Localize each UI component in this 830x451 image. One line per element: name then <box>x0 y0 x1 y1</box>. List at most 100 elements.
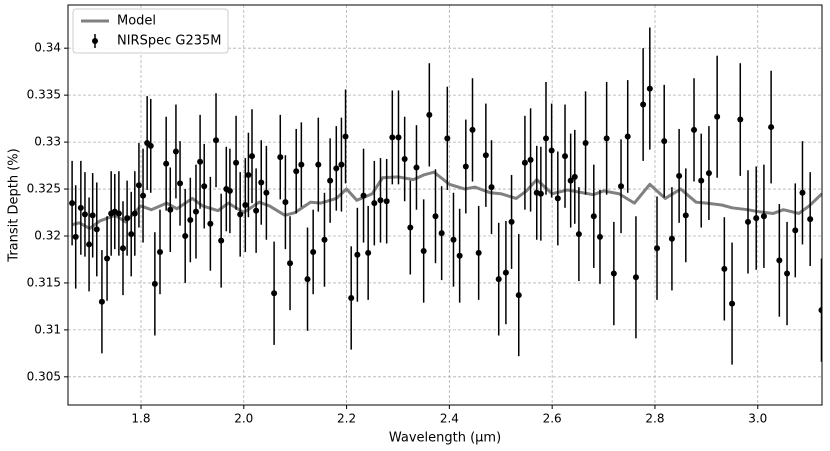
data-point <box>69 200 76 207</box>
data-point <box>218 237 225 244</box>
data-point <box>187 217 194 224</box>
data-point <box>676 172 683 179</box>
data-point <box>172 148 179 155</box>
data-point <box>610 270 617 277</box>
data-point <box>596 233 603 240</box>
data-point <box>157 248 164 255</box>
data-point <box>192 208 199 215</box>
data-point <box>147 142 154 149</box>
data-point <box>163 160 170 167</box>
data-point <box>508 218 515 225</box>
data-point <box>542 135 549 142</box>
data-point <box>575 231 582 238</box>
data-point <box>488 184 495 191</box>
data-point <box>151 280 158 287</box>
data-point <box>603 135 610 142</box>
data-point <box>167 206 174 213</box>
data-point <box>407 224 414 231</box>
data-point <box>682 212 689 219</box>
data-point <box>582 140 589 147</box>
data-point <box>646 85 653 92</box>
y-tick-label: 0.335 <box>27 88 61 102</box>
data-point <box>89 212 96 219</box>
data-point <box>315 161 322 168</box>
data-point <box>338 161 345 168</box>
data-point <box>413 164 420 171</box>
y-tick-label: 0.315 <box>27 275 61 289</box>
data-point <box>495 276 502 283</box>
data-point <box>527 156 534 163</box>
y-tick-label: 0.33 <box>34 135 61 149</box>
y-tick-label: 0.34 <box>34 41 61 55</box>
data-point <box>81 211 88 218</box>
data-point <box>548 147 555 154</box>
data-point <box>115 210 122 217</box>
data-point <box>450 236 457 243</box>
y-tick-label: 0.31 <box>34 322 61 336</box>
data-point <box>201 183 208 190</box>
data-point <box>333 165 340 172</box>
data-point <box>515 292 522 299</box>
data-point <box>354 251 361 258</box>
data-point <box>226 187 233 194</box>
data-point <box>691 126 698 133</box>
data-point <box>237 211 244 218</box>
data-point <box>554 195 561 202</box>
data-point <box>377 197 384 204</box>
data-point <box>72 233 79 240</box>
data-point <box>571 173 578 180</box>
x-axis-label: Wavelength (μm) <box>389 431 501 446</box>
data-point <box>389 134 396 141</box>
legend-label: Model <box>117 14 156 29</box>
data-point <box>207 220 214 227</box>
data-point <box>360 192 367 199</box>
data-point <box>456 252 463 259</box>
data-point <box>124 215 131 222</box>
x-tick-label: 2.4 <box>440 412 459 426</box>
data-point <box>258 179 265 186</box>
data-point <box>277 154 284 161</box>
data-point <box>426 111 433 118</box>
data-point <box>482 152 489 159</box>
data-point <box>768 124 775 131</box>
data-point <box>432 213 439 220</box>
data-point <box>807 216 814 223</box>
data-point <box>784 270 791 277</box>
data-point <box>502 269 509 276</box>
data-point <box>744 218 751 225</box>
data-point <box>86 241 93 248</box>
data-point <box>618 183 625 190</box>
data-point <box>310 248 317 255</box>
data-point <box>624 133 631 140</box>
legend: Model NIRSpec G235M <box>72 8 229 54</box>
data-point <box>131 210 138 217</box>
data-point <box>753 215 760 222</box>
data-point <box>792 227 799 234</box>
y-tick-label: 0.305 <box>27 369 61 383</box>
data-point <box>104 255 111 262</box>
plot-frame <box>67 4 823 406</box>
data-point <box>98 298 105 305</box>
data-point <box>632 274 639 281</box>
data-point <box>521 159 528 166</box>
x-tick-label: 3.0 <box>748 412 767 426</box>
data-point <box>760 213 767 220</box>
data-point <box>698 177 705 184</box>
data-point <box>119 245 126 252</box>
x-tick-label: 2.0 <box>234 412 253 426</box>
data-point <box>182 232 189 239</box>
data-point <box>668 235 675 242</box>
data-point <box>271 290 278 297</box>
y-axis-label: Transit Depth (%) <box>7 148 22 262</box>
data-point <box>438 230 445 237</box>
plot-area <box>69 27 822 365</box>
data-point <box>818 307 822 314</box>
x-tick-label: 2.8 <box>645 412 664 426</box>
y-tick-label: 0.325 <box>27 182 61 196</box>
data-point <box>135 182 142 189</box>
data-point <box>383 198 390 205</box>
data-point <box>263 189 270 196</box>
data-point <box>654 245 661 252</box>
data-point <box>537 190 544 197</box>
